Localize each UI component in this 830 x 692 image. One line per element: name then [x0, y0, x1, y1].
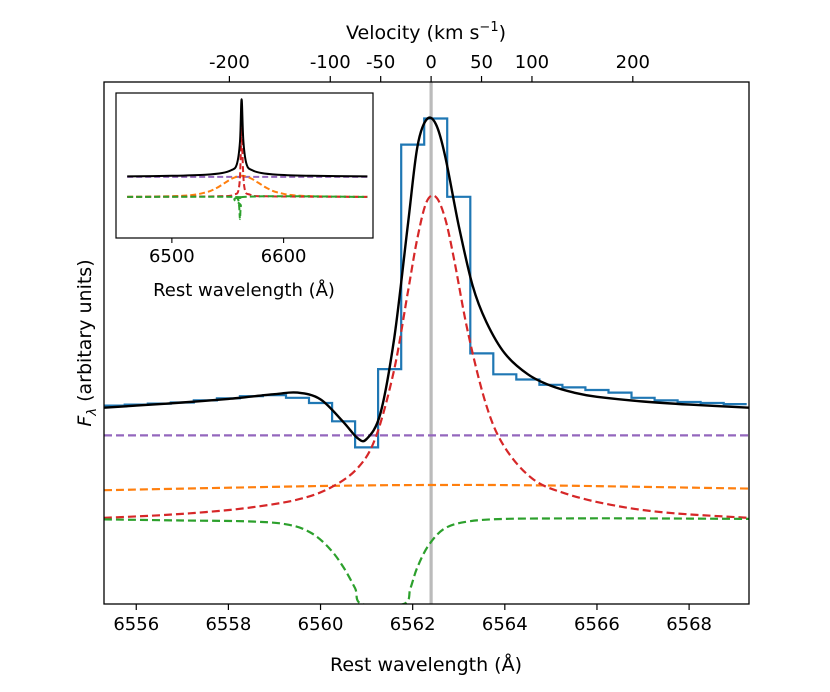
inset-model-total-line	[127, 98, 368, 178]
model-component-2-line	[104, 483, 749, 492]
x-tick-label: 6556	[113, 614, 159, 635]
x-tick-label: 6566	[574, 614, 620, 635]
model-total-line	[104, 116, 749, 443]
velocity-tick-label: 50	[470, 52, 493, 73]
top-axis-title-main: Velocity (km s	[346, 22, 479, 44]
top-axis-title-close: )	[499, 22, 506, 44]
inset-x-axis-title: Rest wavelength (Å)	[153, 279, 335, 301]
x-tick-label: 6560	[298, 614, 344, 635]
velocity-tick-label: 100	[515, 52, 549, 73]
inset-x-tick-label: 6500	[149, 246, 195, 267]
y-axis-title-text: (arbitary units)	[74, 259, 96, 408]
top-axis-title-exponent: −1	[479, 20, 498, 35]
y-axis-title: Fλ (arbitary units)	[74, 259, 100, 426]
x-axis-title: Rest wavelength (Å)	[330, 653, 522, 676]
inset-plot: 6500 6600 Rest wavelength (Å)	[115, 92, 374, 301]
velocity-tick-label: 0	[425, 52, 436, 73]
y-axis-title-subscript: λ	[85, 408, 100, 417]
velocity-tick-label: -50	[366, 52, 395, 73]
y-axis-title-symbol: F	[74, 415, 96, 427]
inset-component-2-line	[127, 174, 368, 198]
main-plot-frame	[103, 81, 750, 605]
inset-background	[116, 93, 373, 238]
inset-x-tick-label: 6600	[261, 246, 307, 267]
x-tick-label: 6564	[482, 614, 528, 635]
velocity-tick-label: -100	[310, 52, 351, 73]
top-axis-title: Velocity (km s−1)	[346, 20, 506, 44]
x-tick-label: 6562	[390, 614, 436, 635]
inset-component-4-line	[127, 195, 368, 221]
model-component-3-line	[104, 194, 749, 519]
inset-frame	[115, 92, 374, 239]
velocity-tick-label: -200	[209, 52, 250, 73]
main-plot: 6556 6558 6560 6562 6564 6566 6568 -200 -100 -50 0…	[103, 52, 750, 635]
x-tick-label: 6558	[205, 614, 251, 635]
velocity-tick-label: 200	[616, 52, 650, 73]
x-tick-label: 6568	[666, 614, 712, 635]
